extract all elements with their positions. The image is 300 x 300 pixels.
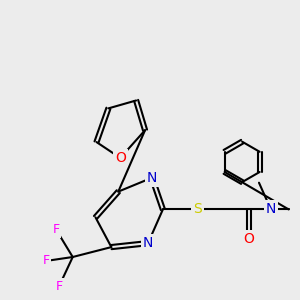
Text: S: S — [193, 202, 202, 216]
Text: N: N — [266, 202, 276, 216]
Text: F: F — [42, 254, 50, 268]
Text: F: F — [55, 280, 62, 293]
Text: F: F — [52, 223, 59, 236]
Text: N: N — [143, 236, 153, 250]
Text: N: N — [147, 171, 157, 185]
Text: O: O — [115, 151, 126, 165]
Text: O: O — [244, 232, 254, 246]
